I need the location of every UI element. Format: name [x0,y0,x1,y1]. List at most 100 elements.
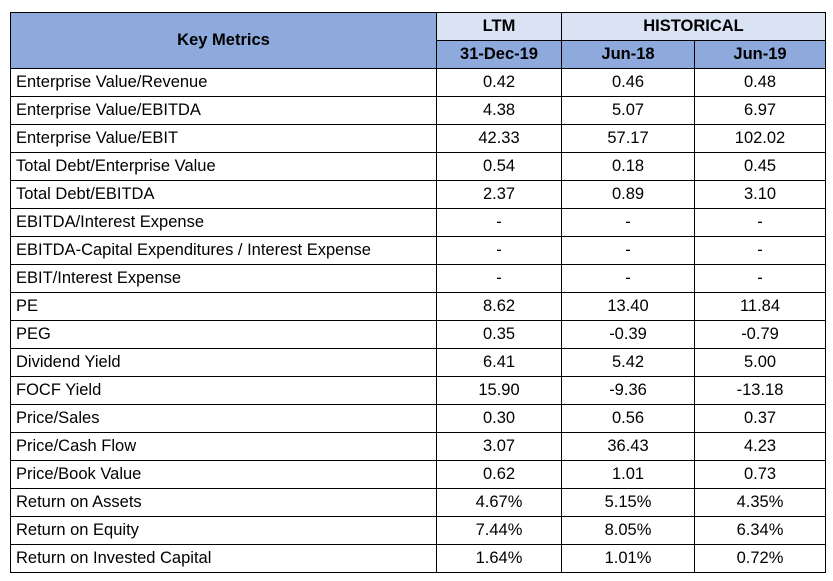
metric-value: - [694,264,826,293]
metric-value: - [436,264,562,293]
metric-label: Enterprise Value/EBIT [10,124,437,153]
metric-label: FOCF Yield [10,376,437,405]
metric-value: 0.46 [561,68,695,97]
metric-value: 1.64% [436,544,562,573]
metric-value: -9.36 [561,376,695,405]
metric-value: 0.35 [436,320,562,349]
metric-label: Price/Sales [10,404,437,433]
metric-label: Return on Invested Capital [10,544,437,573]
metric-value: 0.62 [436,460,562,489]
table-row: FOCF Yield 15.90 -9.36 -13.18 [10,376,826,405]
table-row: Return on Equity 7.44% 8.05% 6.34% [10,516,826,545]
metric-value: -13.18 [694,376,826,405]
table-row: EBITDA/Interest Expense - - - [10,208,826,237]
historical-heading: HISTORICAL [561,12,826,41]
metric-value: 0.37 [694,404,826,433]
key-metrics-heading: Key Metrics [10,12,437,69]
metric-value: 5.42 [561,348,695,377]
metric-value: 6.41 [436,348,562,377]
table-row: PEG 0.35 -0.39 -0.79 [10,320,826,349]
table-row: Enterprise Value/Revenue 0.42 0.46 0.48 [10,68,826,97]
metric-value: 5.15% [561,488,695,517]
metric-value: 4.38 [436,96,562,125]
metric-value: -0.79 [694,320,826,349]
table-row: Price/Cash Flow 3.07 36.43 4.23 [10,432,826,461]
header-row-periods: 31-Dec-19 Jun-18 Jun-19 [11,40,826,69]
metric-value: 0.30 [436,404,562,433]
metric-value: 0.48 [694,68,826,97]
metric-label: Enterprise Value/Revenue [10,68,437,97]
period-heading-jun18: Jun-18 [561,40,695,69]
table-row: Return on Assets 4.67% 5.15% 4.35% [10,488,826,517]
metric-label: Return on Assets [10,488,437,517]
table-row: Total Debt/EBITDA 2.37 0.89 3.10 [10,180,826,209]
metric-value: 6.34% [694,516,826,545]
metric-value: 0.45 [694,152,826,181]
metric-label: EBITDA-Capital Expenditures / Interest E… [10,236,437,265]
metric-value: 4.67% [436,488,562,517]
table-row: Price/Sales 0.30 0.56 0.37 [10,404,826,433]
metric-label: Enterprise Value/EBITDA [10,96,437,125]
metric-value: 0.54 [436,152,562,181]
table-row: Enterprise Value/EBITDA 4.38 5.07 6.97 [10,96,826,125]
metric-value: 1.01 [561,460,695,489]
period-heading-ltm: 31-Dec-19 [436,40,562,69]
period-heading-jun19: Jun-19 [694,40,826,69]
metric-label: PEG [10,320,437,349]
metric-value: 57.17 [561,124,695,153]
metric-label: EBITDA/Interest Expense [10,208,437,237]
metric-label: PE [10,292,437,321]
metric-value: - [561,236,695,265]
metric-label: Dividend Yield [10,348,437,377]
table-row: EBIT/Interest Expense - - - [10,264,826,293]
table-row: Price/Book Value 0.62 1.01 0.73 [10,460,826,489]
metric-value: - [436,208,562,237]
metric-value: 3.07 [436,432,562,461]
metric-value: 8.62 [436,292,562,321]
table-row: Return on Invested Capital 1.64% 1.01% 0.72… [10,544,826,573]
metric-value: 36.43 [561,432,695,461]
metric-value: 102.02 [694,124,826,153]
metric-label: EBIT/Interest Expense [10,264,437,293]
metric-label: Return on Equity [10,516,437,545]
table-row: Enterprise Value/EBIT 42.33 57.17 102.02 [10,124,826,153]
metric-label: Total Debt/Enterprise Value [10,152,437,181]
metric-value: 0.42 [436,68,562,97]
metric-value: 0.56 [561,404,695,433]
metric-value: 1.01% [561,544,695,573]
metric-value: - [436,236,562,265]
metric-label: Price/Book Value [10,460,437,489]
metric-value: 2.37 [436,180,562,209]
metric-label: Price/Cash Flow [10,432,437,461]
metric-value: -0.39 [561,320,695,349]
metric-value: 0.89 [561,180,695,209]
metric-value: 5.00 [694,348,826,377]
metric-value: 0.18 [561,152,695,181]
table-row: Dividend Yield 6.41 5.42 5.00 [10,348,826,377]
metric-value: 0.72% [694,544,826,573]
metric-label: Total Debt/EBITDA [10,180,437,209]
metric-value: - [561,208,695,237]
metric-value: - [561,264,695,293]
metric-value: 6.97 [694,96,826,125]
table-row: Total Debt/Enterprise Value 0.54 0.18 0.45 [10,152,826,181]
ltm-heading: LTM [436,12,562,41]
metric-value: 4.23 [694,432,826,461]
metric-value: 15.90 [436,376,562,405]
table-row: EBITDA-Capital Expenditures / Interest E… [10,236,826,265]
metric-value: 7.44% [436,516,562,545]
metric-value: 0.73 [694,460,826,489]
metric-value: 42.33 [436,124,562,153]
metric-value: 11.84 [694,292,826,321]
metric-value: 5.07 [561,96,695,125]
metric-value: 4.35% [694,488,826,517]
metric-value: 3.10 [694,180,826,209]
metric-value: 8.05% [561,516,695,545]
header-row-top: Key Metrics LTM HISTORICAL [10,12,826,69]
table-row: PE 8.62 13.40 11.84 [10,292,826,321]
key-metrics-table: Key Metrics LTM HISTORICAL 31-Dec-19 Jun… [10,12,826,573]
metric-value: - [694,208,826,237]
metrics-body: Enterprise Value/Revenue 0.42 0.46 0.48 Ente… [10,68,826,573]
metric-value: 13.40 [561,292,695,321]
metric-value: - [694,236,826,265]
